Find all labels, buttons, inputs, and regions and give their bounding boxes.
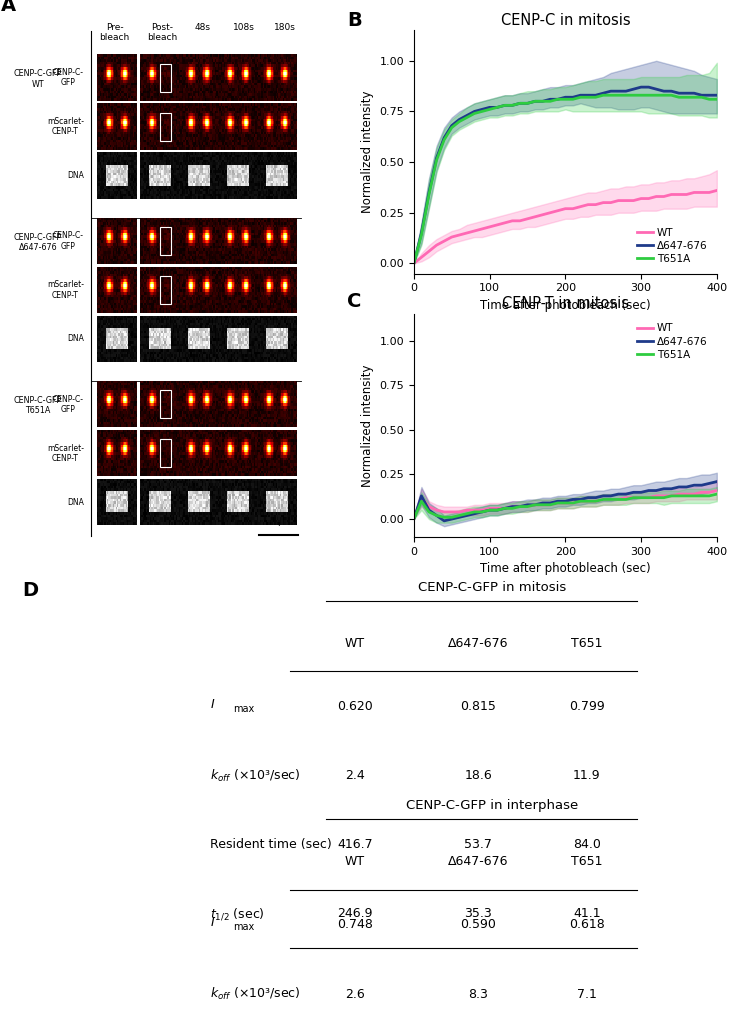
Text: 0.620: 0.620 [337,700,373,713]
Text: CENP-C-GFP in interphase: CENP-C-GFP in interphase [406,799,579,812]
Text: 53.7: 53.7 [464,838,492,851]
Text: mScarlet-
CENP-T: mScarlet- CENP-T [47,281,84,300]
Text: CENP-C-GFP
T651A: CENP-C-GFP T651A [14,396,62,415]
Text: 8.3: 8.3 [469,988,488,1001]
Text: DNA: DNA [67,171,84,180]
Text: 48s: 48s [195,23,211,31]
Text: 10 μm: 10 μm [265,517,292,526]
Text: 0.815: 0.815 [460,700,496,713]
Text: 84.0: 84.0 [573,838,601,851]
Text: 108s: 108s [233,23,255,31]
Text: mScarlet-
CENP-T: mScarlet- CENP-T [47,444,84,463]
Text: Resident time (sec): Resident time (sec) [210,838,332,851]
Text: $k$$_{{off}}$ (×10³/sec): $k$$_{{off}}$ (×10³/sec) [210,768,301,784]
Text: 0.590: 0.590 [460,919,496,932]
Text: 41.1: 41.1 [573,908,601,921]
Legend: WT, Δ647-676, T651A: WT, Δ647-676, T651A [633,319,712,364]
Text: 11.9: 11.9 [573,769,601,782]
Text: CENP-C-GFP
Δ647-676: CENP-C-GFP Δ647-676 [14,233,62,252]
Text: $t_{1/2}$ (sec): $t_{1/2}$ (sec) [210,906,265,922]
Text: 0.618: 0.618 [569,919,605,932]
Text: 0.748: 0.748 [337,919,373,932]
Text: B: B [347,11,362,30]
Text: 2.4: 2.4 [345,769,365,782]
Title: CENP-T in mitosis: CENP-T in mitosis [502,297,629,311]
Text: CENP-C-GFP
WT: CENP-C-GFP WT [14,69,62,89]
Text: 35.3: 35.3 [464,908,492,921]
X-axis label: Time after photobleach (sec): Time after photobleach (sec) [480,562,650,575]
Y-axis label: Normalized intensity: Normalized intensity [361,91,374,213]
Text: $I$: $I$ [210,916,216,929]
Text: DNA: DNA [67,334,84,343]
Text: $I$: $I$ [210,698,216,711]
Text: CENP-C-
GFP: CENP-C- GFP [53,395,84,414]
Text: D: D [22,580,38,600]
Legend: WT, Δ647-676, T651A: WT, Δ647-676, T651A [633,224,712,268]
Text: 180s: 180s [273,23,296,31]
Text: Δ647-676: Δ647-676 [448,637,508,650]
Text: $k$$_{{off}}$ (×10³/sec): $k$$_{{off}}$ (×10³/sec) [210,986,301,1002]
Text: 18.6: 18.6 [464,769,492,782]
Y-axis label: Normalized intensity: Normalized intensity [361,365,374,486]
Text: WT: WT [345,855,365,868]
Text: 7.1: 7.1 [577,988,596,1001]
Text: 2.6: 2.6 [345,988,365,1001]
Text: T651: T651 [571,855,602,868]
Text: 246.9: 246.9 [337,908,372,921]
Text: CENP-C-
GFP: CENP-C- GFP [53,231,84,250]
Text: Post-
bleach: Post- bleach [147,23,177,43]
Text: A: A [1,0,16,15]
Text: max: max [234,704,255,714]
Text: T651: T651 [571,637,602,650]
Text: CENP-C-
GFP: CENP-C- GFP [53,68,84,87]
Text: 0.799: 0.799 [569,700,605,713]
Text: Pre-
bleach: Pre- bleach [99,23,129,43]
Text: CENP-C-GFP in mitosis: CENP-C-GFP in mitosis [418,581,567,594]
Text: max: max [234,922,255,932]
Text: C: C [347,292,361,311]
X-axis label: Time after photobleach (sec): Time after photobleach (sec) [480,299,650,312]
Text: WT: WT [345,637,365,650]
Text: DNA: DNA [67,497,84,506]
Title: CENP-C in mitosis: CENP-C in mitosis [500,13,630,27]
Text: mScarlet-
CENP-T: mScarlet- CENP-T [47,116,84,137]
Text: Δ647-676: Δ647-676 [448,855,508,868]
Text: 416.7: 416.7 [337,838,373,851]
